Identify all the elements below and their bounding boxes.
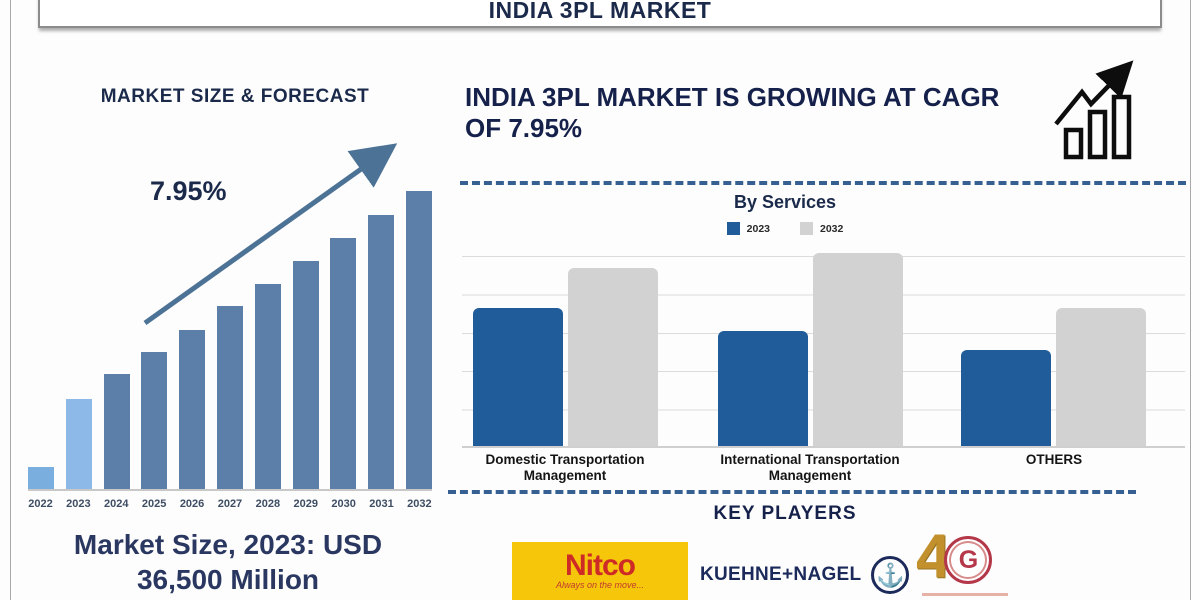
services-bar-2032-group1	[568, 268, 658, 446]
legend-label-2023: 2023	[746, 222, 770, 235]
right-headline: INDIA 3PL MARKET IS GROWING AT CAGR OF 7…	[465, 82, 1000, 143]
growth-chart-icon	[1054, 60, 1134, 160]
forecast-x-label-2024: 2024	[104, 498, 129, 510]
forecast-bar-2023	[65, 399, 92, 489]
forecast-bar-2031	[368, 215, 395, 489]
kuehne-nagel-text: KUEHNE+NAGEL	[700, 564, 862, 585]
forecast-chart	[28, 191, 432, 491]
legend-item-2032: 2032	[800, 222, 843, 235]
forecast-x-label-2025: 2025	[141, 498, 167, 510]
anniversary-40-logo: 4 G	[916, 526, 993, 588]
forecast-bar-2032	[405, 191, 432, 489]
services-bar-2032-group2	[813, 253, 903, 446]
kuehne-nagel-logo: KUEHNE+NAGEL ⚓	[700, 556, 910, 594]
legend-swatch-2032	[800, 222, 813, 235]
services-chart	[462, 253, 1185, 448]
forecast-x-label-2030: 2030	[331, 498, 356, 510]
cagr-label: 7.95%	[150, 176, 227, 206]
dashed-divider-bottom	[448, 490, 1136, 494]
outer-border	[10, 0, 1191, 600]
nitco-tagline: Always on the move...	[555, 580, 645, 590]
forecast-bar-2028	[254, 284, 281, 489]
services-group-2	[718, 253, 903, 446]
services-bar-2032-group3	[1056, 308, 1146, 446]
nitco-logo-text: Nitco	[565, 549, 636, 582]
forecast-x-label-2026: 2026	[179, 498, 205, 510]
forecast-x-label-2023: 2023	[66, 498, 91, 510]
forecast-x-label-2027: 2027	[217, 498, 243, 510]
services-group-1	[473, 268, 658, 446]
services-category-labels: Domestic Transportation Management Intern…	[462, 452, 1185, 488]
services-category-label-3: OTHERS	[1025, 452, 1083, 467]
forecast-bar-2030	[330, 238, 357, 489]
forecast-x-labels: 2022 2023 2024 2025 2026 2027 2028 2029 2030 2031…	[22, 498, 438, 510]
trend-arrow	[143, 143, 398, 326]
services-legend: 2023 2032	[535, 222, 1035, 235]
forecast-bar-2022	[28, 467, 54, 489]
forecast-x-label-2022: 2022	[28, 498, 53, 510]
forecast-x-label-2032: 2032	[407, 498, 432, 510]
services-bar-2023-group1	[473, 308, 563, 446]
forecast-bar-2026	[179, 330, 206, 489]
services-bar-2023-group3	[961, 350, 1051, 446]
services-group-3	[961, 308, 1146, 446]
left-chart-title: MARKET SIZE & FORECAST	[100, 86, 370, 107]
forty-tagline-decoration	[922, 593, 1008, 596]
forecast-x-label-2029: 2029	[293, 498, 318, 510]
legend-swatch-2023	[726, 222, 740, 235]
forecast-bar-2025	[141, 352, 168, 489]
forecast-bar-2027	[216, 306, 243, 489]
legend-item-2023: 2023	[726, 222, 770, 235]
market-size-callout: Market Size, 2023: USD 36,500 Million	[73, 529, 383, 595]
page-title: INDIA 3PL MARKET	[488, 0, 712, 23]
nitco-logo: Nitco Always on the move...	[512, 542, 688, 600]
anchor-icon: ⚓	[871, 556, 910, 594]
services-chart-title: By Services	[733, 192, 837, 212]
key-players-title: KEY PLAYERS	[713, 503, 857, 524]
legend-label-2032: 2032	[820, 222, 844, 235]
g-emblem-icon: G	[944, 536, 993, 584]
header: INDIA 3PL MARKET	[38, 0, 1162, 28]
dashed-divider-top	[460, 181, 1186, 185]
forecast-bar-2024	[103, 374, 130, 489]
services-category-label-1: Domestic Transportation Management	[485, 452, 645, 483]
forecast-x-label-2028: 2028	[255, 498, 281, 510]
services-bar-2023-group2	[718, 331, 808, 446]
services-category-label-2: International Transportation Management	[720, 452, 900, 483]
forecast-bar-2029	[292, 261, 319, 489]
forecast-x-label-2031: 2031	[369, 498, 394, 510]
